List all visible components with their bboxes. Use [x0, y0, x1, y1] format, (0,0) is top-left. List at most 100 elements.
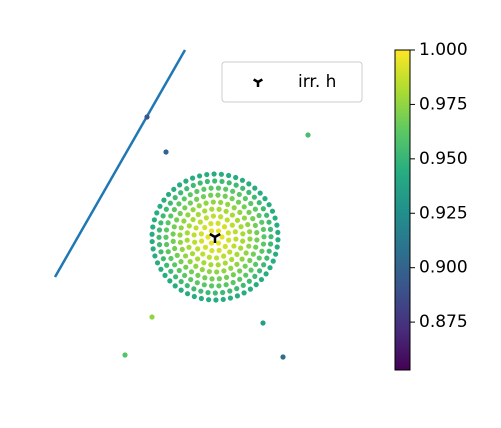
scatter-point [226, 172, 232, 179]
scatter-point [184, 237, 190, 243]
scatter-point [270, 258, 276, 264]
scatter-point [210, 213, 216, 219]
scatter-point [149, 238, 155, 245]
scatter-point [260, 320, 266, 326]
scatter-point [178, 225, 184, 231]
scatter-point [261, 262, 267, 268]
scatter-point [202, 275, 208, 281]
scatter-point [167, 200, 173, 206]
scatter-point [230, 272, 236, 278]
scatter-point [229, 256, 235, 263]
scatter-point [256, 255, 262, 261]
scatter-point [252, 273, 258, 279]
scatter-point [231, 243, 237, 249]
scatter-point [236, 191, 242, 198]
scatter-point [267, 241, 274, 247]
scatter-point [242, 195, 248, 202]
scatter-point [243, 250, 249, 256]
scatter-point [170, 238, 176, 244]
scatter-point [168, 255, 174, 262]
scatter-point [253, 261, 259, 268]
scatter-point [247, 257, 253, 264]
scatter-point [223, 282, 229, 288]
scatter-point [200, 194, 207, 200]
scatter-point [219, 178, 225, 185]
scatter-point [256, 200, 262, 206]
tick-label: 0.975 [419, 94, 468, 114]
scatter-point [253, 282, 259, 288]
scatter-point [209, 276, 215, 282]
scatter-point [215, 228, 222, 234]
scatter-point [215, 240, 222, 246]
scatter-point [176, 267, 182, 274]
scatter-point [160, 256, 166, 262]
scatter-point [210, 199, 216, 205]
scatter-point [226, 180, 232, 186]
scatter-point [266, 202, 272, 208]
scatter-point [177, 182, 183, 188]
scatter-point [187, 192, 193, 198]
scatter-point [243, 272, 249, 278]
scatter-point [184, 283, 190, 289]
scatter-point [253, 244, 259, 250]
scatter-point [194, 188, 200, 195]
scatter-point [122, 352, 128, 358]
scatter-point [248, 200, 254, 207]
scatter-point [226, 237, 232, 243]
scatter-point [161, 197, 167, 203]
scatter-point [218, 199, 224, 206]
colorbar [394, 49, 411, 371]
scatter-point [173, 274, 179, 280]
scatter-point [212, 290, 218, 296]
scatter-point [184, 291, 191, 297]
scatter-point [191, 232, 197, 238]
scatter-point [149, 231, 155, 237]
scatter-point [229, 196, 235, 202]
scatter-point [240, 238, 246, 244]
scatter-point [241, 215, 248, 221]
scatter-point [195, 246, 201, 252]
scatter-point [157, 203, 163, 209]
scatter-point [305, 132, 311, 138]
scatter-point [201, 186, 207, 192]
scatter-point [177, 239, 184, 245]
scatter-point [187, 259, 193, 265]
scatter-point [165, 191, 172, 198]
scatter-point [172, 283, 178, 289]
scatter-point [206, 297, 212, 303]
scatter-point [234, 217, 241, 223]
scatter-point [267, 265, 273, 271]
scatter-point [215, 262, 221, 268]
scatter-point [246, 181, 252, 187]
scatter-point [162, 272, 168, 278]
scatter-point [193, 225, 199, 231]
scatter-point [181, 218, 187, 224]
scatter-point [144, 114, 150, 120]
scatter-point [248, 267, 254, 273]
scatter-point [254, 230, 260, 236]
tick-label: 0.925 [419, 203, 468, 223]
scatter-point [174, 217, 180, 223]
scatter-point [225, 201, 231, 207]
scatter-point [227, 288, 233, 294]
scatter-point [234, 251, 240, 258]
scatter-point [223, 208, 229, 214]
scatter-point [237, 268, 243, 274]
scatter-point [211, 171, 217, 177]
scatter-point [237, 276, 243, 282]
scatter-point [196, 173, 203, 179]
scatter-point [165, 220, 171, 226]
scatter-point [194, 256, 201, 262]
scatter-point [212, 178, 218, 184]
scatter-point [238, 224, 244, 230]
scatter-point [205, 234, 211, 240]
scatter-point [179, 246, 185, 253]
scatter-point [195, 211, 201, 218]
scatter-point [150, 224, 156, 230]
scatter-point [154, 210, 160, 216]
scatter-point [183, 264, 189, 270]
legend-box [221, 61, 363, 103]
scatter-point [168, 213, 174, 219]
scatter-point [189, 251, 196, 257]
scatter-point [202, 244, 209, 250]
